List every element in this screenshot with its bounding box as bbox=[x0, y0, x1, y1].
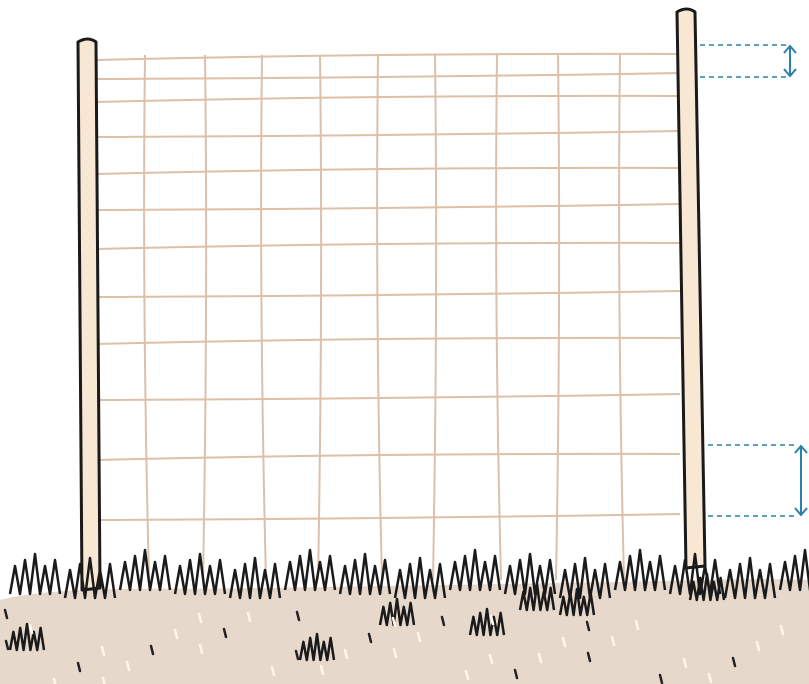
ground-speck bbox=[101, 676, 106, 684]
mesh-horizontal bbox=[95, 513, 681, 521]
ground-speck bbox=[416, 631, 422, 643]
measure-arrow bbox=[794, 444, 808, 517]
grass-tuft bbox=[558, 556, 612, 600]
grass-tuft bbox=[378, 597, 416, 627]
ground-speck bbox=[658, 673, 664, 684]
grass-tuft bbox=[298, 632, 336, 662]
ground-speck bbox=[3, 608, 9, 620]
mesh-horizontal bbox=[95, 393, 681, 401]
grass-tuft bbox=[688, 572, 726, 602]
ground-speck bbox=[198, 643, 204, 655]
grass-tuft bbox=[503, 552, 557, 596]
mesh-vertical bbox=[618, 54, 625, 581]
grass bbox=[3, 548, 809, 684]
ground-speck bbox=[222, 627, 228, 639]
ground-speck bbox=[513, 668, 519, 680]
grass-tuft bbox=[518, 582, 556, 612]
ground-speck bbox=[634, 619, 640, 631]
ground-speck bbox=[440, 615, 446, 627]
grass-tuft bbox=[668, 552, 722, 596]
ground-speck bbox=[28, 623, 34, 635]
mesh-vertical bbox=[317, 54, 323, 581]
ground-speck bbox=[76, 661, 82, 673]
top-measure bbox=[700, 44, 797, 78]
mesh-horizontal bbox=[95, 203, 681, 211]
grass-tuft bbox=[613, 548, 667, 592]
bottom-measure bbox=[708, 444, 808, 517]
ground-speck bbox=[585, 620, 591, 632]
grass-tuft bbox=[468, 607, 506, 637]
grass-tuft bbox=[118, 548, 172, 592]
ground-speck bbox=[246, 611, 252, 623]
grass-tuft bbox=[228, 556, 282, 600]
mesh-horizontal bbox=[95, 94, 681, 103]
mesh-vertical bbox=[202, 54, 208, 581]
mesh-horizontal bbox=[95, 166, 681, 175]
grass-tuft bbox=[558, 587, 596, 617]
ground-speck bbox=[197, 612, 203, 624]
mesh-vertical bbox=[376, 54, 383, 581]
wire-mesh bbox=[95, 52, 681, 581]
ground-speck bbox=[173, 628, 179, 640]
mesh-horizontal bbox=[95, 72, 681, 80]
ground-speck bbox=[319, 664, 325, 676]
grass-tuft bbox=[63, 556, 117, 600]
ground-speck bbox=[52, 677, 57, 684]
grass-tuft bbox=[448, 548, 502, 592]
mesh-horizontal bbox=[95, 241, 681, 250]
ground-speck bbox=[489, 614, 495, 626]
mesh-horizontal bbox=[95, 290, 681, 298]
ground-speck bbox=[4, 639, 10, 651]
grass-tuft bbox=[8, 622, 46, 652]
left-post bbox=[76, 37, 102, 592]
mesh-vertical bbox=[260, 54, 267, 581]
mesh-vertical bbox=[143, 54, 150, 581]
mesh-vertical bbox=[432, 54, 438, 581]
ground-specks bbox=[3, 608, 785, 684]
ground-speck bbox=[149, 644, 155, 656]
ground-speck bbox=[707, 672, 713, 684]
mesh-horizontal bbox=[95, 130, 681, 138]
measure-arrow bbox=[783, 44, 797, 78]
grass-tuft bbox=[338, 552, 392, 596]
ground-speck bbox=[294, 649, 300, 661]
ground-speck bbox=[100, 645, 106, 657]
ground-speck bbox=[586, 651, 592, 663]
ground bbox=[0, 579, 809, 684]
grass-tuft bbox=[393, 556, 447, 600]
mesh-horizontal bbox=[95, 336, 681, 345]
mesh-vertical bbox=[555, 54, 561, 581]
ground-speck bbox=[343, 648, 349, 660]
ground-speck bbox=[295, 610, 301, 622]
ground-speck bbox=[731, 656, 737, 668]
mesh-vertical bbox=[495, 54, 502, 581]
ground-speck bbox=[682, 657, 688, 669]
ground-speck bbox=[125, 660, 131, 672]
ground-speck bbox=[537, 652, 543, 664]
mesh-horizontal bbox=[95, 452, 681, 461]
ground-speck bbox=[367, 632, 373, 644]
ground-speck bbox=[464, 669, 470, 681]
ground-speck bbox=[391, 616, 397, 628]
grass-tuft bbox=[778, 548, 809, 592]
ground-speck bbox=[392, 647, 398, 659]
grass-tuft bbox=[723, 556, 777, 600]
ground-speck bbox=[270, 665, 276, 677]
grass-tuft bbox=[173, 552, 227, 596]
ground-speck bbox=[779, 624, 785, 636]
grass-tuft bbox=[283, 548, 337, 592]
ground-speck bbox=[610, 635, 616, 647]
ground-speck bbox=[488, 653, 494, 665]
mesh-horizontal bbox=[95, 52, 681, 61]
ground-speck bbox=[755, 640, 761, 652]
right-post bbox=[675, 7, 707, 570]
ground-speck bbox=[561, 636, 567, 648]
grass-tuft bbox=[8, 552, 62, 596]
